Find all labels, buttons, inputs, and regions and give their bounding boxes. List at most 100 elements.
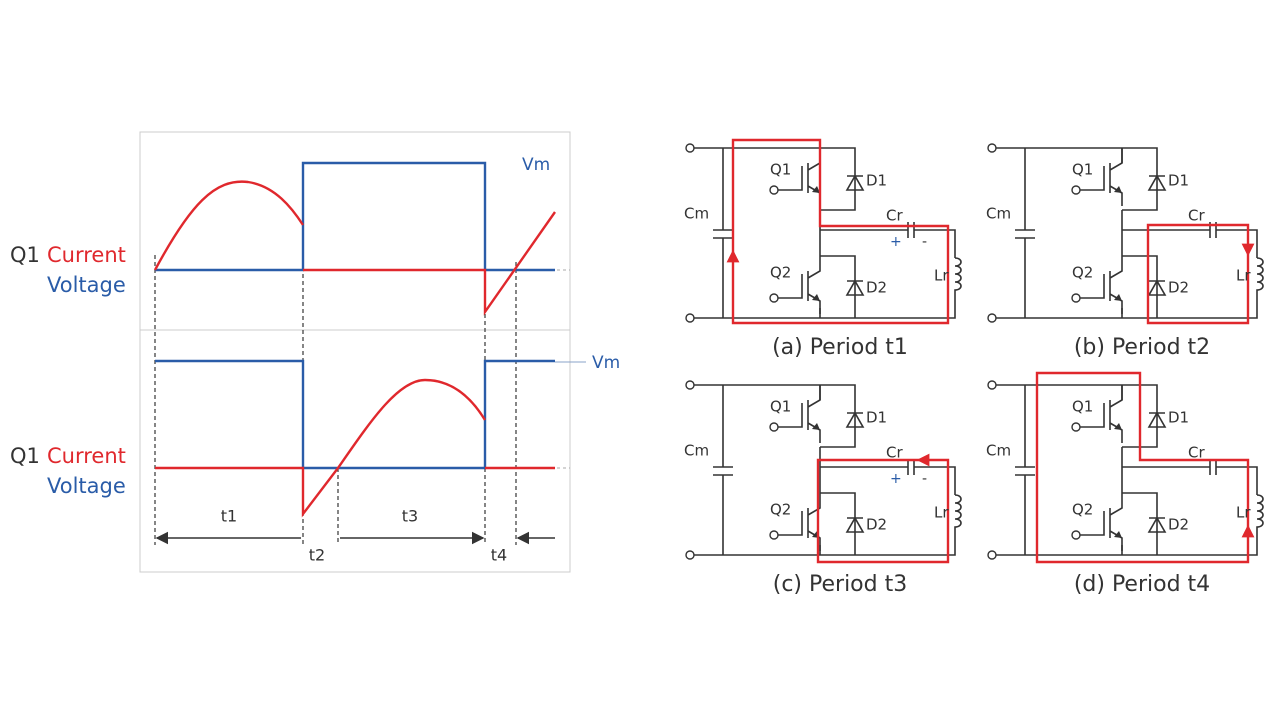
terminal (987, 313, 997, 323)
d1-label: D1 (866, 172, 887, 190)
d1-label: D1 (1168, 172, 1189, 190)
interval-label: t2 (309, 546, 325, 565)
diode (845, 411, 865, 428)
q1-label: Q1 (1072, 161, 1093, 179)
polarity-minus: - (922, 471, 927, 487)
polarity-plus: + (890, 234, 902, 250)
caption: (c) Period t3 (773, 572, 907, 597)
terminal (987, 143, 997, 153)
diode (1147, 279, 1167, 296)
interval-label: t4 (491, 546, 507, 565)
lr-label: Lr (1236, 504, 1251, 522)
wiring (694, 384, 956, 556)
emitter-arrow (1114, 531, 1122, 538)
terminal (685, 143, 695, 153)
q2-label: Q2 (770, 264, 791, 282)
voltage-wave (155, 161, 555, 272)
current-wave (155, 378, 555, 518)
diode (845, 174, 865, 191)
diode (845, 279, 865, 296)
current-path (1035, 371, 1250, 564)
cr-label: Cr (1188, 207, 1205, 225)
gate-terminal (1071, 293, 1081, 303)
q1-label: Q1 (1072, 398, 1093, 416)
inductor (954, 257, 962, 293)
diode (845, 516, 865, 533)
cm-label: Cm (684, 442, 709, 460)
caption: (a) Period t1 (772, 335, 908, 360)
polarity-plus: + (890, 471, 902, 487)
voltage-label: Voltage (47, 474, 126, 498)
circuit: Q1 Q2 D1 D2 Cm Cr Lr (b) Period t2 (986, 143, 1264, 360)
gate-terminal (1071, 422, 1081, 432)
transistor (778, 385, 821, 443)
inductor (1256, 257, 1264, 293)
transistor (778, 493, 821, 551)
interval-label: t3 (402, 507, 418, 526)
interval-label: t1 (221, 507, 237, 526)
emitter-arrow (812, 294, 820, 301)
interval-dividers (154, 225, 517, 545)
q1-label: Q1 (10, 444, 40, 468)
transistor (778, 256, 821, 314)
cr-label: Cr (1188, 444, 1205, 462)
d2-label: D2 (1168, 516, 1189, 534)
cm-label: Cm (986, 205, 1011, 223)
q2-label: Q2 (1072, 501, 1093, 519)
q2-label: Q2 (1072, 264, 1093, 282)
q1-label: Q1 (770, 398, 791, 416)
inductor (1256, 494, 1264, 530)
emitter-arrow (1114, 186, 1122, 193)
d2-label: D2 (866, 279, 887, 297)
emitter-arrow (1114, 423, 1122, 430)
wiring (996, 384, 1258, 556)
gate-terminal (1071, 185, 1081, 195)
d2-label: D2 (1168, 279, 1189, 297)
wiring (996, 147, 1258, 319)
caption: (b) Period t2 (1074, 335, 1210, 360)
voltage-wave (155, 359, 555, 470)
d1-label: D1 (866, 409, 887, 427)
terminal (987, 550, 997, 560)
vm-label: Vm (592, 353, 620, 373)
current-path (1146, 223, 1250, 325)
q1-label: Q1 (10, 243, 40, 267)
cm-label: Cm (684, 205, 709, 223)
current-label: Current (47, 243, 126, 267)
terminal (685, 380, 695, 390)
transistor (1080, 493, 1123, 551)
inductor (954, 494, 962, 530)
terminal (685, 550, 695, 560)
caption: (d) Period t4 (1074, 572, 1210, 597)
current-path (816, 458, 950, 564)
vm-label: Vm (522, 155, 550, 175)
d1-label: D1 (1168, 409, 1189, 427)
polarity-minus: - (922, 234, 927, 250)
terminal (987, 380, 997, 390)
waveform-panel: Q1 Current Voltage Vm Q1 Current Voltage… (10, 131, 620, 573)
voltage-label: Voltage (47, 273, 126, 297)
diode (1147, 174, 1167, 191)
circuit: Q1 Q2 D1 D2 Cm Cr Lr + - (a) Period t1 (684, 138, 962, 360)
circuit: Q1 Q2 D1 D2 Cm Cr Lr + - (c) Period t3 (684, 380, 962, 597)
current-path (731, 138, 950, 325)
diode (1147, 516, 1167, 533)
cr-label: Cr (886, 444, 903, 462)
transistor (1080, 385, 1123, 443)
emitter-arrow (812, 423, 820, 430)
gate-terminal (769, 185, 779, 195)
panel-border (139, 131, 571, 573)
lr-label: Lr (934, 267, 949, 285)
lr-label: Lr (1236, 267, 1251, 285)
gate-terminal (769, 422, 779, 432)
gate-terminal (769, 530, 779, 540)
emitter-arrow (1114, 294, 1122, 301)
current-wave (153, 180, 556, 316)
lr-label: Lr (934, 504, 949, 522)
q2-label: Q2 (770, 501, 791, 519)
terminal (685, 313, 695, 323)
emitter-arrow (812, 186, 820, 193)
